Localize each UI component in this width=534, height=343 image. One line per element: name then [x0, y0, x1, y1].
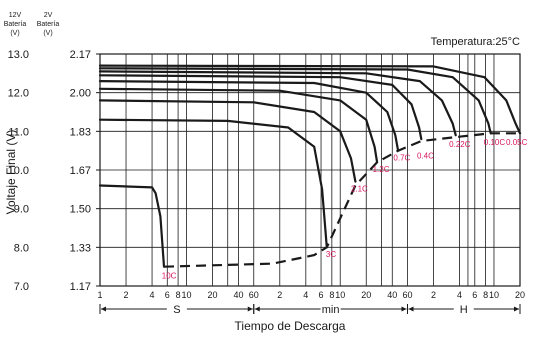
y-tick-2v: 1.33	[70, 242, 91, 254]
plot-frame	[96, 53, 521, 287]
rate-label: 2.1C	[351, 184, 368, 193]
plot-border	[99, 53, 521, 287]
y-header-2v-line1: 2V	[44, 12, 53, 19]
rate-label: 0.4C	[417, 151, 434, 160]
discharge-curve-0_10C	[98, 67, 492, 135]
temperature-note: Temperatura:25°C	[431, 36, 520, 48]
y-tick-12v: 12.0	[8, 88, 29, 100]
x-tick-label: 4	[457, 290, 462, 300]
unit-range-arrow	[401, 306, 407, 312]
x-tick-label: 60	[249, 290, 259, 300]
rate-label: 0.05C	[506, 138, 528, 147]
unit-range-arrow	[101, 306, 106, 312]
y-header-2v-line2: Batería	[37, 21, 60, 28]
x-tick-label: 8	[483, 290, 488, 300]
unit-range-arrow	[247, 306, 253, 312]
x-tick-label: 8	[176, 290, 181, 300]
cutoff-voltage-curve	[163, 132, 520, 268]
y-tick-12v: 7.0	[14, 281, 29, 293]
y-header-12v-line2: Batería	[4, 21, 27, 28]
y-axis-title: Voltaje Final (V)	[4, 130, 18, 215]
discharge-curve-0_4C	[98, 74, 423, 141]
y-tick-12v: 9.0	[14, 204, 29, 216]
rate-label: 0.10C	[484, 138, 506, 147]
discharge-curves	[98, 64, 522, 268]
x-tick-label: 20	[515, 290, 525, 300]
y-tick-12v: 11.0	[8, 126, 29, 138]
y-tick-2v: 2.17	[70, 49, 91, 61]
y-header-12v: 12V Batería (V)	[4, 12, 27, 37]
x-tick-label: 2	[277, 290, 282, 300]
unit-range-label: H	[460, 304, 468, 316]
x-tick-label: 10	[181, 290, 191, 300]
grid-lines	[99, 53, 521, 287]
y-header-12v-line1: 12V	[9, 12, 22, 19]
x-tick-label: 2	[431, 290, 436, 300]
rate-label: 0.7C	[393, 153, 410, 162]
y-tick-2v: 2.00	[70, 88, 91, 100]
x-tick-label: 6	[472, 290, 477, 300]
discharge-curve-3C	[98, 118, 328, 249]
discharge-curve-0_7C	[98, 80, 400, 152]
x-axis-title: Tiempo de Descarga	[235, 319, 346, 333]
x-tick-label: 4	[150, 290, 155, 300]
x-tick-label: 2	[124, 290, 129, 300]
x-tick-label: 6	[165, 290, 170, 300]
axis-labels: 13.0 2.17 12.0 2.00 11.0 1.83 10.0 1.67 9.0 1.50 8…	[8, 49, 528, 316]
discharge-curve-2_1C	[98, 99, 357, 183]
x-tick-label: 6	[319, 290, 324, 300]
x-tick-label: 4	[303, 290, 308, 300]
x-tick-label: 20	[361, 290, 371, 300]
y-tick-12v: 13.0	[8, 49, 29, 61]
rate-label: 10C	[162, 271, 177, 280]
unit-range-arrow	[514, 306, 519, 312]
rate-label: 1.2C	[373, 165, 390, 174]
unit-range-arrow	[254, 306, 260, 312]
y-tick-2v: 1.50	[70, 204, 91, 216]
x-tick-label: 40	[387, 290, 397, 300]
x-tick-label: 40	[234, 290, 244, 300]
x-tick-label: 10	[489, 290, 499, 300]
rate-label: 3C	[326, 250, 336, 259]
x-tick-label: 20	[207, 290, 217, 300]
y-header-12v-line3: (V)	[10, 30, 19, 37]
x-tick-label: 1	[97, 290, 102, 300]
y-tick-12v: 8.0	[14, 242, 29, 254]
discharge-curve-0_05C	[98, 64, 522, 135]
y-tick-2v: 1.17	[70, 281, 91, 293]
unit-range-label: S	[173, 304, 180, 316]
discharge-curve-10C	[98, 184, 166, 268]
rate-label: 0.22C	[449, 140, 471, 149]
y-tick-2v: 1.67	[70, 165, 91, 177]
unit-range-label: min	[322, 304, 340, 316]
discharge-curve-1_2C	[98, 87, 379, 164]
unit-range-arrow	[408, 306, 414, 312]
y-tick-12v: 10.0	[8, 165, 29, 177]
y-header-2v: 2V Batería (V)	[37, 12, 60, 37]
x-tick-label: 8	[329, 290, 334, 300]
x-tick-label: 10	[335, 290, 345, 300]
x-tick-label: 60	[402, 290, 412, 300]
discharge-curve-0_22C	[98, 70, 457, 137]
y-header-2v-line3: (V)	[43, 30, 52, 37]
y-tick-2v: 1.83	[70, 126, 91, 138]
